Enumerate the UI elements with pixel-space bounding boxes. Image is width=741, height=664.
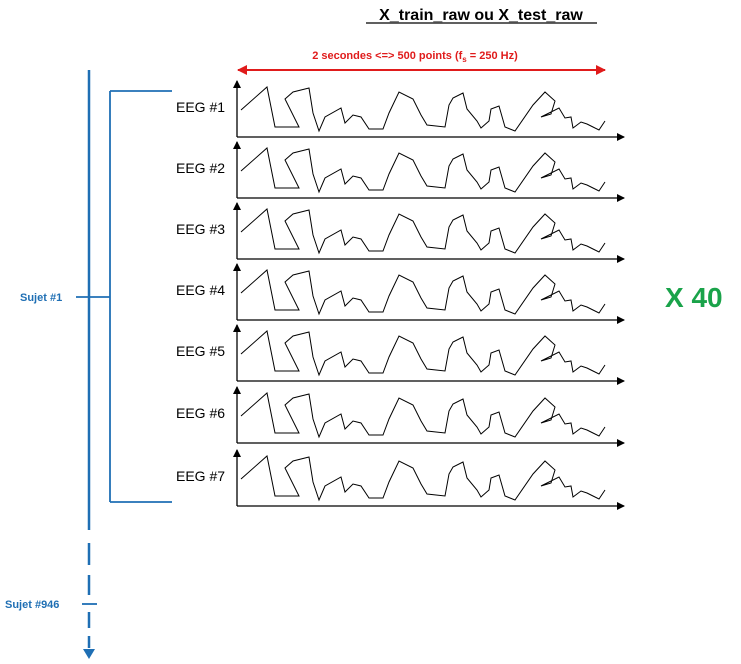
subject-arrow-down-icon (83, 649, 95, 659)
eeg-channel-label: EEG #1 (176, 99, 225, 115)
eeg-row: EEG #7 (176, 449, 625, 510)
eeg-row: EEG #1 (176, 80, 625, 141)
eeg-row: EEG #2 (176, 141, 625, 202)
eeg-row: EEG #4 (176, 263, 625, 324)
eeg-signal (240, 392, 606, 439)
eeg-signal (240, 208, 606, 255)
eeg-signal (240, 147, 606, 194)
eeg-rows: EEG #1 EEG #2 EEG #3 EEG #4 EEG #5 EEG #6 EEG … (176, 80, 625, 510)
eeg-signal (240, 86, 606, 133)
eeg-channel-label: EEG #3 (176, 221, 225, 237)
eeg-signal (240, 269, 606, 316)
eeg-channel-label: EEG #6 (176, 405, 225, 421)
eeg-signal (240, 330, 606, 377)
eeg-row: EEG #5 (176, 324, 625, 385)
eeg-channel-label: EEG #4 (176, 282, 225, 298)
channel-bracket (76, 90, 172, 605)
multiplier-label: X 40 (665, 282, 723, 313)
duration-label: 2 secondes <=> 500 points (fs = 250 Hz) (312, 50, 518, 64)
diagram-title: X_train_raw ou X_test_raw (379, 7, 583, 24)
subject-first-label: Sujet #1 (20, 292, 62, 304)
eeg-row: EEG #6 (176, 386, 625, 447)
eeg-channel-label: EEG #7 (176, 468, 225, 484)
eeg-row: EEG #3 (176, 202, 625, 263)
eeg-channel-label: EEG #5 (176, 343, 225, 359)
eeg-signal (240, 455, 606, 502)
eeg-channel-label: EEG #2 (176, 160, 225, 176)
subject-last-label: Sujet #946 (5, 599, 59, 611)
